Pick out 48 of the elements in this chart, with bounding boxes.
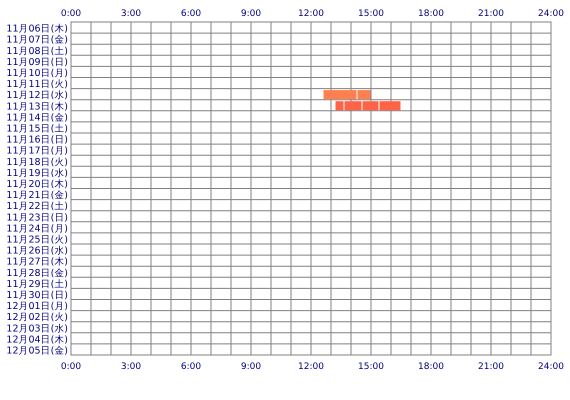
y-tick-label: 11月20日(木)	[6, 178, 68, 190]
y-tick-label: 11月18日(火)	[6, 156, 68, 168]
x2-tick-label: 6:00	[180, 362, 202, 372]
y-tick-label: 12月04日(木)	[6, 333, 68, 346]
x-tick-label: 3:00	[120, 9, 142, 19]
x-tick-label: 9:00	[240, 9, 262, 19]
y-tick-label: 12月03日(水)	[6, 322, 68, 334]
y-tick-label: 11月29日(土)	[6, 278, 68, 290]
y-tick-label: 12月01日(月)	[6, 301, 68, 312]
x-tick-label: 15:00	[358, 9, 384, 19]
y-tick-label: 11月07日(金)	[6, 34, 68, 46]
x-tick-label: 6:00	[180, 9, 202, 19]
y-tick-label: 11月21日(金)	[6, 189, 68, 202]
x2-tick-label: 24:00	[538, 362, 564, 372]
y-tick-label: 11月08日(土)	[6, 44, 68, 57]
x2-tick-label: 21:00	[478, 362, 504, 372]
y-tick-label: 11月27日(木)	[6, 256, 68, 268]
y-tick-label: 11月23日(日)	[6, 212, 68, 224]
x2-tick-label: 18:00	[418, 362, 444, 372]
y-tick-label: 12月05日(金)	[6, 344, 68, 356]
x2-tick-label: 15:00	[358, 362, 384, 372]
y-tick-label: 11月28日(金)	[6, 266, 68, 279]
x2-tick-label: 12:00	[298, 362, 324, 372]
y-tick-label: 11月25日(火)	[6, 233, 68, 246]
y-tick-label: 11月17日(月)	[6, 146, 68, 157]
y-tick-label: 12月02日(火)	[6, 311, 68, 324]
y-tick-label: 11月16日(日)	[6, 134, 68, 146]
x-tick-label: 18:00	[418, 9, 444, 19]
x2-tick-label: 9:00	[240, 362, 262, 372]
y-tick-label: 11月09日(日)	[6, 56, 68, 68]
x-tick-label: 0:00	[60, 9, 82, 19]
y-tick-label: 11月22日(土)	[6, 200, 68, 212]
y-tick-label: 11月15日(土)	[6, 122, 68, 134]
y-tick-label: 11月13日(木)	[6, 100, 68, 112]
y-tick-label: 11月19日(水)	[6, 166, 68, 179]
y-tick-label: 11月24日(月)	[6, 223, 68, 234]
x-tick-label: 21:00	[478, 9, 504, 19]
y-tick-label: 11月26日(水)	[6, 244, 68, 257]
y-tick-label: 11月10日(月)	[6, 68, 68, 79]
x-tick-label: 24:00	[538, 9, 564, 19]
x2-tick-label: 0:00	[60, 362, 82, 372]
x2-tick-label: 3:00	[120, 362, 142, 372]
y-tick-label: 11月11日(火)	[6, 78, 68, 90]
x-tick-label: 12:00	[298, 9, 324, 19]
y-tick-label: 11月14日(金)	[6, 111, 68, 124]
y-tick-label: 11月12日(水)	[6, 89, 68, 102]
y-tick-label: 11月30日(日)	[6, 290, 68, 301]
y-tick-label: 11月06日(木)	[6, 22, 68, 35]
